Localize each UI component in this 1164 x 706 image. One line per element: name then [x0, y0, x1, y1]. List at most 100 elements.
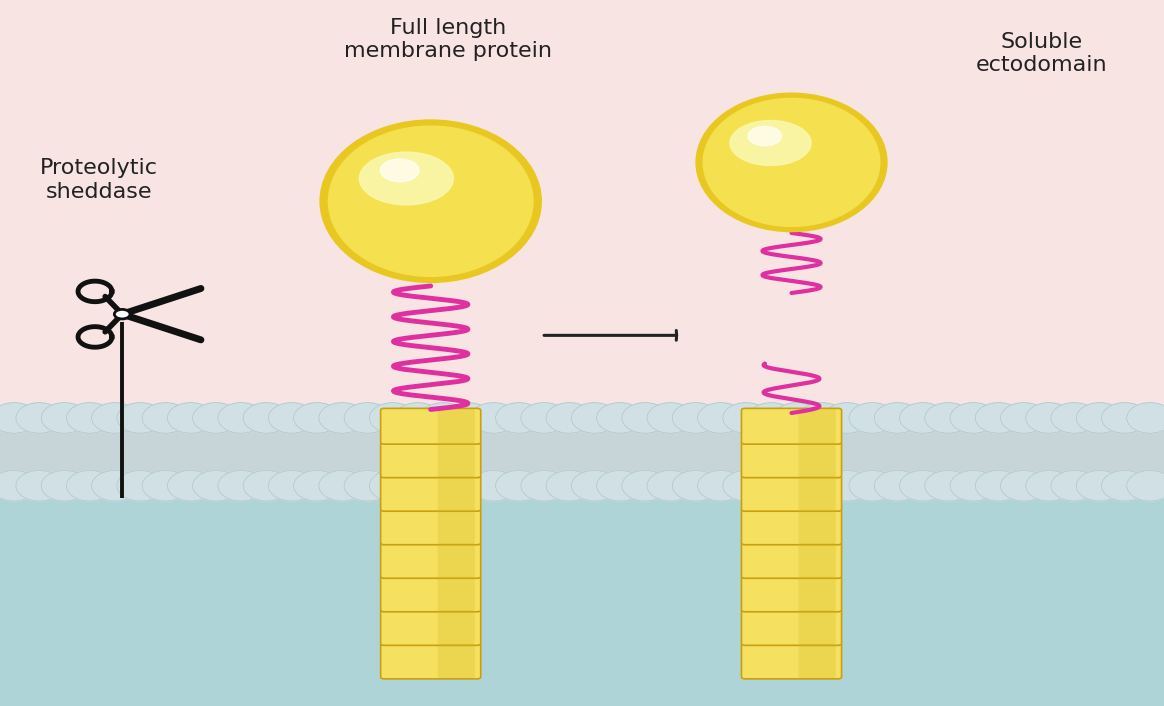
FancyBboxPatch shape: [799, 610, 836, 645]
FancyBboxPatch shape: [741, 643, 842, 679]
Bar: [0, 418, 1164, 486]
Ellipse shape: [243, 470, 290, 501]
Ellipse shape: [269, 470, 315, 501]
Ellipse shape: [546, 402, 592, 433]
Ellipse shape: [1051, 402, 1098, 433]
Ellipse shape: [924, 470, 971, 501]
Ellipse shape: [142, 470, 189, 501]
Ellipse shape: [723, 402, 769, 433]
Ellipse shape: [319, 470, 365, 501]
FancyBboxPatch shape: [741, 576, 842, 612]
FancyBboxPatch shape: [381, 542, 481, 578]
Ellipse shape: [975, 470, 1022, 501]
Ellipse shape: [218, 402, 264, 433]
Ellipse shape: [269, 402, 315, 433]
Ellipse shape: [1001, 470, 1048, 501]
Ellipse shape: [723, 470, 769, 501]
Ellipse shape: [193, 402, 240, 433]
Ellipse shape: [496, 402, 542, 433]
Ellipse shape: [0, 470, 37, 501]
Ellipse shape: [168, 470, 214, 501]
FancyBboxPatch shape: [741, 442, 842, 478]
Ellipse shape: [572, 470, 618, 501]
Ellipse shape: [647, 402, 694, 433]
FancyBboxPatch shape: [438, 476, 475, 510]
Ellipse shape: [445, 470, 491, 501]
Text: Soluble
ectodomain: Soluble ectodomain: [975, 32, 1108, 75]
Ellipse shape: [748, 126, 781, 145]
Ellipse shape: [168, 402, 214, 433]
Ellipse shape: [520, 470, 567, 501]
FancyBboxPatch shape: [438, 610, 475, 645]
FancyBboxPatch shape: [438, 510, 475, 544]
FancyBboxPatch shape: [799, 577, 836, 611]
FancyBboxPatch shape: [799, 476, 836, 510]
Ellipse shape: [748, 402, 795, 433]
Ellipse shape: [92, 402, 139, 433]
Ellipse shape: [1001, 402, 1048, 433]
Ellipse shape: [142, 402, 189, 433]
Ellipse shape: [66, 402, 113, 433]
FancyBboxPatch shape: [381, 442, 481, 478]
Ellipse shape: [1025, 402, 1072, 433]
Text: Proteolytic
sheddase: Proteolytic sheddase: [40, 158, 158, 202]
Ellipse shape: [673, 470, 719, 501]
Ellipse shape: [320, 120, 541, 282]
Ellipse shape: [1025, 470, 1072, 501]
FancyBboxPatch shape: [438, 409, 475, 443]
Circle shape: [114, 309, 130, 319]
FancyBboxPatch shape: [381, 408, 481, 444]
Ellipse shape: [773, 470, 819, 501]
Ellipse shape: [597, 402, 644, 433]
Ellipse shape: [900, 470, 946, 501]
FancyBboxPatch shape: [381, 643, 481, 679]
Ellipse shape: [697, 402, 744, 433]
FancyBboxPatch shape: [438, 543, 475, 578]
Ellipse shape: [703, 98, 880, 227]
Ellipse shape: [824, 402, 871, 433]
Ellipse shape: [900, 402, 946, 433]
Ellipse shape: [773, 402, 819, 433]
FancyBboxPatch shape: [381, 576, 481, 612]
FancyBboxPatch shape: [438, 644, 475, 678]
Ellipse shape: [395, 402, 441, 433]
Ellipse shape: [92, 470, 139, 501]
Ellipse shape: [1101, 402, 1148, 433]
Ellipse shape: [16, 402, 63, 433]
Bar: [0, 409, 1164, 706]
Ellipse shape: [218, 470, 264, 501]
Ellipse shape: [824, 470, 871, 501]
Ellipse shape: [520, 402, 567, 433]
Ellipse shape: [16, 470, 63, 501]
Ellipse shape: [293, 402, 340, 433]
Ellipse shape: [116, 402, 163, 433]
Ellipse shape: [647, 470, 694, 501]
Ellipse shape: [1051, 470, 1098, 501]
Ellipse shape: [748, 470, 795, 501]
Ellipse shape: [597, 470, 644, 501]
Ellipse shape: [369, 470, 416, 501]
Ellipse shape: [546, 470, 592, 501]
Ellipse shape: [496, 470, 542, 501]
Ellipse shape: [950, 402, 996, 433]
Ellipse shape: [673, 402, 719, 433]
Ellipse shape: [41, 402, 87, 433]
Ellipse shape: [445, 402, 491, 433]
Ellipse shape: [874, 402, 921, 433]
Ellipse shape: [849, 470, 895, 501]
Ellipse shape: [470, 402, 517, 433]
Ellipse shape: [360, 152, 453, 205]
Ellipse shape: [420, 470, 467, 501]
Ellipse shape: [799, 470, 845, 501]
Ellipse shape: [193, 470, 240, 501]
Ellipse shape: [420, 402, 467, 433]
Ellipse shape: [116, 470, 163, 501]
Ellipse shape: [622, 470, 668, 501]
Ellipse shape: [345, 470, 391, 501]
Ellipse shape: [1127, 470, 1164, 501]
Ellipse shape: [697, 470, 744, 501]
Ellipse shape: [924, 402, 971, 433]
Ellipse shape: [470, 470, 517, 501]
FancyBboxPatch shape: [438, 577, 475, 611]
FancyBboxPatch shape: [381, 609, 481, 645]
